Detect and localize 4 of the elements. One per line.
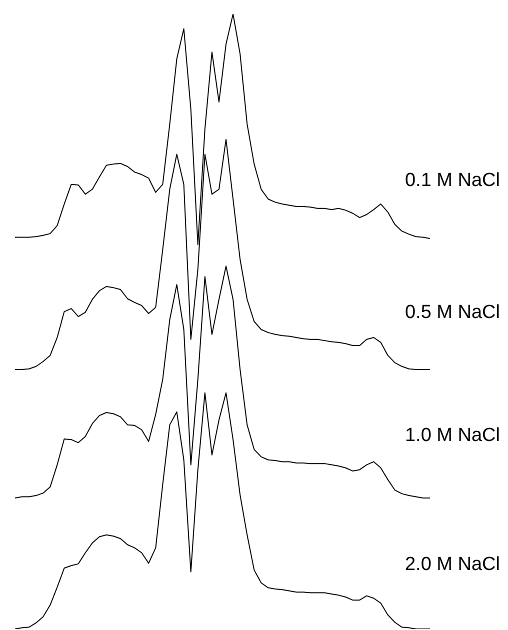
series-label: 0.5 M NaCl xyxy=(404,302,500,324)
series-label: 1.0 M NaCl xyxy=(404,425,500,446)
series-label: 2.0 M NaCl xyxy=(404,554,500,576)
series-label: 0.1 M NaCl xyxy=(404,170,500,191)
